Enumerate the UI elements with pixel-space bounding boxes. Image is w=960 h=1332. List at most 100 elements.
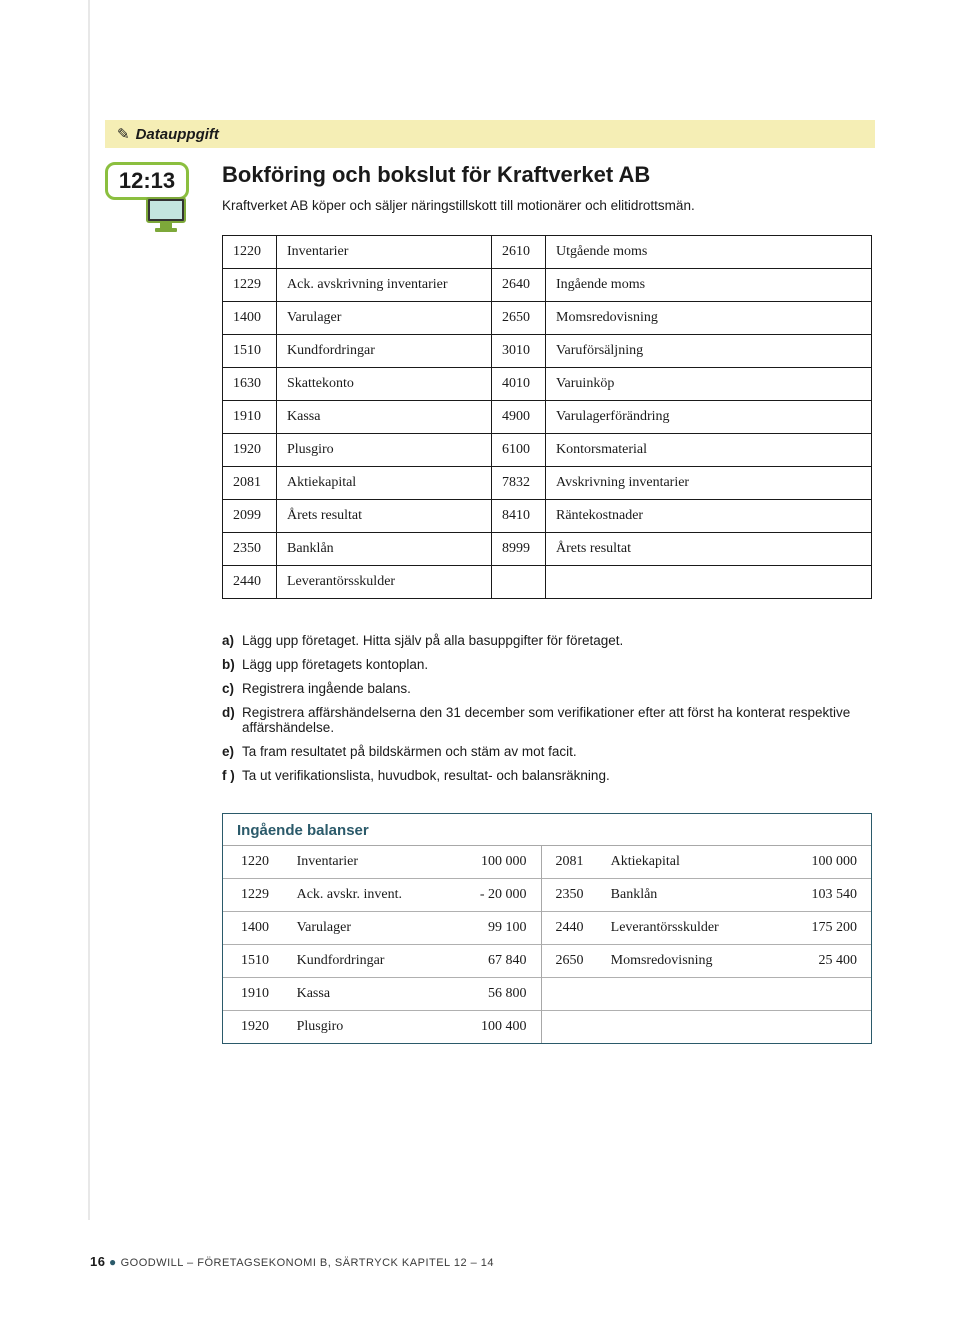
account-name: Varuinköp xyxy=(546,368,872,401)
account-code: 2099 xyxy=(223,500,277,533)
table-row: 1400Varulager2650Momsredovisning xyxy=(223,302,872,335)
balance-code: 1400 xyxy=(223,912,287,945)
task-text: Registrera affärshändelserna den 31 dece… xyxy=(242,705,872,735)
table-row: 1920Plusgiro6100Kontorsmaterial xyxy=(223,434,872,467)
balance-name: Varulager xyxy=(287,912,457,945)
balance-name: Ack. avskr. invent. xyxy=(287,879,457,912)
exercise-intro: Kraftverket AB köper och säljer näringst… xyxy=(222,198,872,213)
account-code: 6100 xyxy=(492,434,546,467)
balance-name: Leverantörsskulder xyxy=(601,912,783,945)
balance-name xyxy=(601,1011,783,1044)
balance-value: 103 540 xyxy=(782,879,871,912)
account-name: Ack. avskrivning inventarier xyxy=(277,269,492,302)
account-code: 1630 xyxy=(223,368,277,401)
account-code: 2081 xyxy=(223,467,277,500)
balance-value: - 20 000 xyxy=(457,879,541,912)
task-item: d)Registrera affärshändelserna den 31 de… xyxy=(222,705,872,735)
account-name: Momsredovisning xyxy=(546,302,872,335)
balance-code: 1910 xyxy=(223,978,287,1011)
account-code: 1510 xyxy=(223,335,277,368)
banner-label: Datauppgift xyxy=(136,126,219,143)
page-number: 16 xyxy=(90,1254,105,1269)
table-row: 1910Kassa4900Varulagerförändring xyxy=(223,401,872,434)
balance-value: 100 400 xyxy=(457,1011,541,1044)
task-text: Registrera ingående balans. xyxy=(242,681,411,696)
task-letter: a) xyxy=(222,633,242,648)
account-name: Kundfordringar xyxy=(277,335,492,368)
account-code: 1910 xyxy=(223,401,277,434)
balance-name: Momsredovisning xyxy=(601,945,783,978)
table-row: 1229Ack. avskrivning inventarier2640Ingå… xyxy=(223,269,872,302)
account-code: 8999 xyxy=(492,533,546,566)
task-letter: b) xyxy=(222,657,242,672)
task-list: a)Lägg upp företaget. Hitta själv på all… xyxy=(222,633,872,783)
account-name: Inventarier xyxy=(277,236,492,269)
table-row: 2099Årets resultat8410Räntekostnader xyxy=(223,500,872,533)
balance-code xyxy=(541,978,601,1011)
table-row: 1630Skattekonto4010Varuinköp xyxy=(223,368,872,401)
account-code: 1920 xyxy=(223,434,277,467)
balance-code: 1510 xyxy=(223,945,287,978)
computer-icon xyxy=(145,196,189,236)
balance-code: 2650 xyxy=(541,945,601,978)
account-name: Leverantörsskulder xyxy=(277,566,492,599)
balances-table: 1220Inventarier100 0002081Aktiekapital10… xyxy=(223,846,871,1043)
table-row: 1400Varulager99 1002440Leverantörsskulde… xyxy=(223,912,871,945)
account-code: 2650 xyxy=(492,302,546,335)
table-row: 2350Banklån8999Årets resultat xyxy=(223,533,872,566)
balances-box: Ingående balanser 1220Inventarier100 000… xyxy=(222,813,872,1044)
task-text: Ta fram resultatet på bildskärmen och st… xyxy=(242,744,577,759)
exercise-title: Bokföring och bokslut för Kraftverket AB xyxy=(222,162,872,188)
balance-code: 2081 xyxy=(541,846,601,879)
account-code: 2640 xyxy=(492,269,546,302)
task-item: b)Lägg upp företagets kontoplan. xyxy=(222,657,872,672)
balance-code: 1229 xyxy=(223,879,287,912)
balance-value: 25 400 xyxy=(782,945,871,978)
balance-code: 1920 xyxy=(223,1011,287,1044)
balance-name: Aktiekapital xyxy=(601,846,783,879)
account-name: Skattekonto xyxy=(277,368,492,401)
account-code: 7832 xyxy=(492,467,546,500)
section-banner: ✎ Datauppgift xyxy=(105,120,875,148)
balance-code: 2350 xyxy=(541,879,601,912)
account-name: Banklån xyxy=(277,533,492,566)
account-name xyxy=(546,566,872,599)
page-footer: 16 ● GOODWILL – FÖRETAGSEKONOMI B, SÄRTR… xyxy=(90,1254,494,1269)
balance-code: 1220 xyxy=(223,846,287,879)
task-item: f )Ta ut verifikationslista, huvudbok, r… xyxy=(222,768,872,783)
task-text: Lägg upp företaget. Hitta själv på alla … xyxy=(242,633,623,648)
table-row: 1510Kundfordringar3010Varuförsäljning xyxy=(223,335,872,368)
account-name: Varulagerförändring xyxy=(546,401,872,434)
account-name: Ingående moms xyxy=(546,269,872,302)
table-row: 1510Kundfordringar67 8402650Momsredovisn… xyxy=(223,945,871,978)
account-code: 4010 xyxy=(492,368,546,401)
account-code: 3010 xyxy=(492,335,546,368)
table-row: 2081Aktiekapital7832Avskrivning inventar… xyxy=(223,467,872,500)
exercise-number-badge: 12:13 xyxy=(105,162,189,200)
table-row: 1220Inventarier100 0002081Aktiekapital10… xyxy=(223,846,871,879)
task-letter: d) xyxy=(222,705,242,735)
account-name: Plusgiro xyxy=(277,434,492,467)
accounts-table: 1220Inventarier2610Utgående moms1229Ack.… xyxy=(222,235,872,599)
task-letter: e) xyxy=(222,744,242,759)
exercise-badge-area: 12:13 xyxy=(105,162,189,241)
account-code: 2350 xyxy=(223,533,277,566)
balance-code xyxy=(541,1011,601,1044)
balances-header: Ingående balanser xyxy=(223,814,871,846)
account-code: 4900 xyxy=(492,401,546,434)
task-letter: f ) xyxy=(222,768,242,783)
task-text: Ta ut verifikationslista, huvudbok, resu… xyxy=(242,768,610,783)
balance-value: 99 100 xyxy=(457,912,541,945)
account-name: Kontorsmaterial xyxy=(546,434,872,467)
balance-name: Plusgiro xyxy=(287,1011,457,1044)
balance-value xyxy=(782,978,871,1011)
account-name: Aktiekapital xyxy=(277,467,492,500)
balance-name xyxy=(601,978,783,1011)
account-name: Utgående moms xyxy=(546,236,872,269)
task-item: c)Registrera ingående balans. xyxy=(222,681,872,696)
table-row: 1229Ack. avskr. invent.- 20 0002350Bankl… xyxy=(223,879,871,912)
margin-rule xyxy=(88,0,90,1220)
balance-name: Kundfordringar xyxy=(287,945,457,978)
table-row: 1920Plusgiro100 400 xyxy=(223,1011,871,1044)
balance-value xyxy=(782,1011,871,1044)
